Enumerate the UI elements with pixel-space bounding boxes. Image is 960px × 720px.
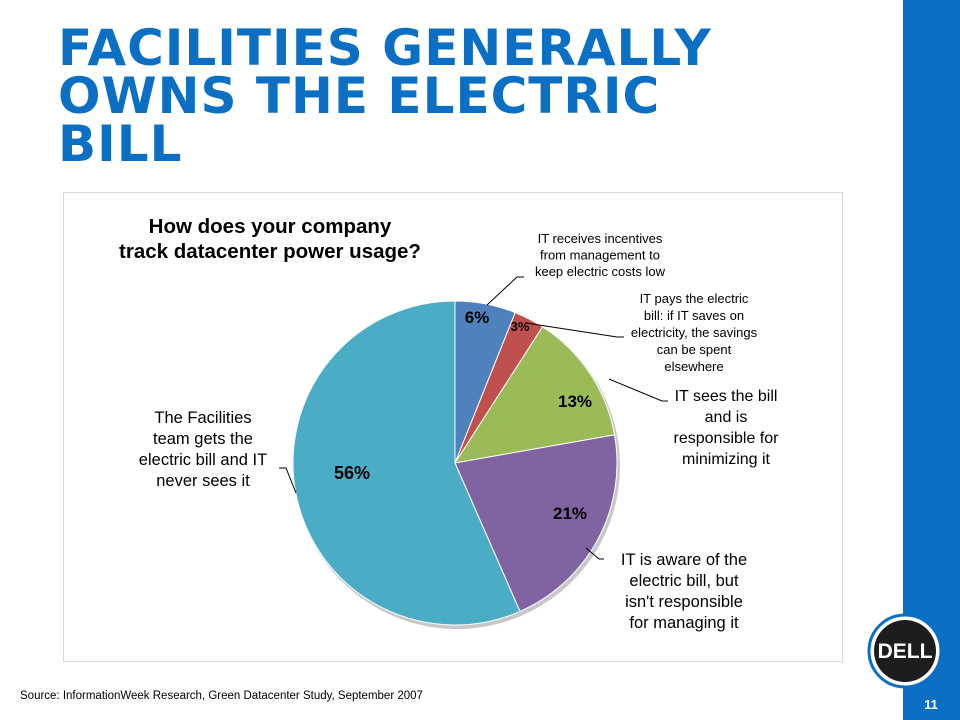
slice-category-label-3-line: and is [705,409,748,426]
slice-category-label-5-line: team gets the [153,430,253,448]
pie-chart: How does your company track datacenter po… [119,215,780,632]
slice-category-label-3: IT sees the bill and is responsible for min… [674,388,780,468]
source-note: Source: InformationWeek Research, Green … [20,690,423,702]
slice-category-label-2-line: IT pays the electric [640,291,749,306]
page-number: 11 [924,697,938,712]
slice-category-label-1-line: IT receives incentives [538,231,663,246]
slice-category-label-1-line: keep electric costs low [535,264,666,279]
slice-value-label-5: 56% [334,463,370,483]
slice-category-label-4-line: IT is aware of the [621,551,747,569]
slice-category-label-4-line: electric bill, but [629,572,739,590]
pie-slice-3 [453,326,616,464]
leader-line-2 [525,322,624,338]
slice-value-label-3: 13% [558,392,592,411]
slice-category-label-1-line: from management to [540,248,660,263]
pie-slice-5 [292,300,521,626]
chart-frame: How does your company track datacenter po… [63,192,843,662]
leader-line-1 [486,276,524,306]
slice-category-label-2: IT pays the electric bill: if IT saves on… [631,291,758,374]
slice-category-label-2-line: elsewhere [664,359,723,374]
leader-line-3 [608,378,668,402]
slice-value-label-4: 21% [553,504,587,523]
chart-title: How does your company track datacenter po… [119,215,421,263]
slice-category-label-5-line: never sees it [156,472,250,490]
slice-category-label-1: IT receives incentives from management to… [535,231,666,279]
slice-category-label-2-line: electricity, the savings [631,325,758,340]
slice-category-label-4: IT is aware of the electric bill, but isn'… [621,551,747,632]
slice-value-label-1: 6% [465,308,490,327]
leader-line-4 [585,547,604,560]
slice-value-label-2: 3% [511,319,530,334]
slice-category-label-4-line: isn't responsible [625,593,743,611]
slice-category-label-3-line: IT sees the bill [675,388,778,405]
slice-category-label-5-line: The Facilities [154,409,251,427]
slice-category-label-4-line: for managing it [629,614,739,632]
pie-slice-4 [454,434,618,613]
slice-category-label-2-line: can be spent [657,342,732,357]
slice-category-label-3-line: responsible for [674,430,780,447]
leader-line-5 [279,467,297,494]
chart-title-line: How does your company [149,215,392,238]
side-accent-bar [903,0,960,720]
slide-title: FACILITIES GENERALLY OWNS THE ELECTRIC B… [58,19,712,173]
chart-title-line: track datacenter power usage? [119,240,421,263]
slice-category-label-5-line: electric bill and IT [139,451,267,469]
slice-category-label-5: The Facilities team gets the electric bill… [139,409,267,490]
slice-category-label-2-line: bill: if IT saves on [644,308,744,323]
dell-logo: DELL [867,613,943,689]
slice-category-label-3-line: minimizing it [682,451,771,468]
dell-logo-text: DELL [878,640,933,663]
